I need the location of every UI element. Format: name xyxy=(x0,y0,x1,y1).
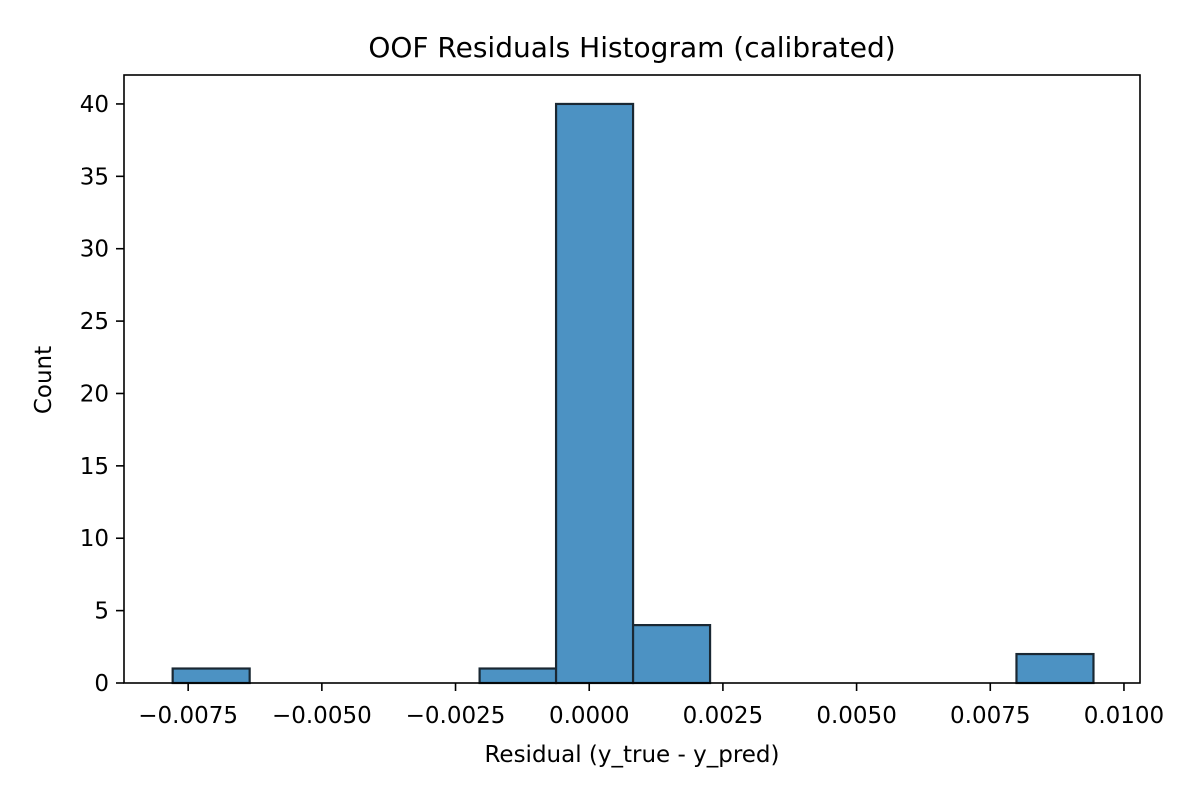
bars-group xyxy=(171,102,1095,685)
x-tick-label: 0.0075 xyxy=(950,703,1030,729)
y-tick-label: 5 xyxy=(94,599,109,625)
x-tick-label: 0.0000 xyxy=(549,703,629,729)
y-tick-label: 40 xyxy=(80,92,109,118)
x-axis-label: Residual (y_true - y_pred) xyxy=(484,742,779,768)
y-tick-label: 10 xyxy=(80,526,109,552)
x-tick-label: 0.0050 xyxy=(816,703,896,729)
y-tick-label: 35 xyxy=(80,164,109,190)
x-tick-label: −0.0075 xyxy=(138,703,238,729)
chart-title: OOF Residuals Histogram (calibrated) xyxy=(368,31,895,64)
histogram-bar xyxy=(1015,652,1095,685)
x-tick-label: −0.0025 xyxy=(406,703,506,729)
histogram-bar xyxy=(554,102,635,685)
histogram-bar xyxy=(478,667,558,685)
y-axis-label: Count xyxy=(31,346,57,414)
x-tick-label: −0.0050 xyxy=(272,703,372,729)
y-axis-ticks: 0 5 10 15 20 25 30 35 40 xyxy=(80,92,124,697)
histogram-bar xyxy=(171,667,251,685)
y-tick-label: 25 xyxy=(80,309,109,335)
x-tick-label: 0.0025 xyxy=(683,703,763,729)
x-tick-label: 0.0100 xyxy=(1084,703,1164,729)
y-tick-label: 30 xyxy=(80,237,109,263)
y-tick-label: 0 xyxy=(94,671,109,697)
x-axis-ticks: −0.0075 −0.0050 −0.0025 0.0000 0.0025 0.0050 0… xyxy=(138,683,1164,729)
histogram-bar xyxy=(631,623,712,685)
y-tick-label: 20 xyxy=(80,381,109,407)
y-tick-label: 15 xyxy=(80,454,109,480)
plot-frame xyxy=(123,74,1141,684)
